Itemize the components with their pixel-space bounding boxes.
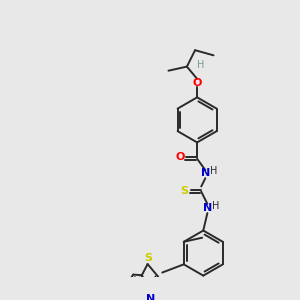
Text: O: O bbox=[175, 152, 184, 162]
Text: N: N bbox=[201, 168, 210, 178]
Text: H: H bbox=[196, 60, 204, 70]
Text: N: N bbox=[203, 203, 212, 213]
Text: O: O bbox=[192, 78, 202, 88]
Text: S: S bbox=[180, 186, 188, 196]
Text: N: N bbox=[146, 294, 155, 300]
Text: H: H bbox=[212, 201, 219, 211]
Text: S: S bbox=[145, 253, 153, 263]
Text: H: H bbox=[210, 166, 217, 176]
